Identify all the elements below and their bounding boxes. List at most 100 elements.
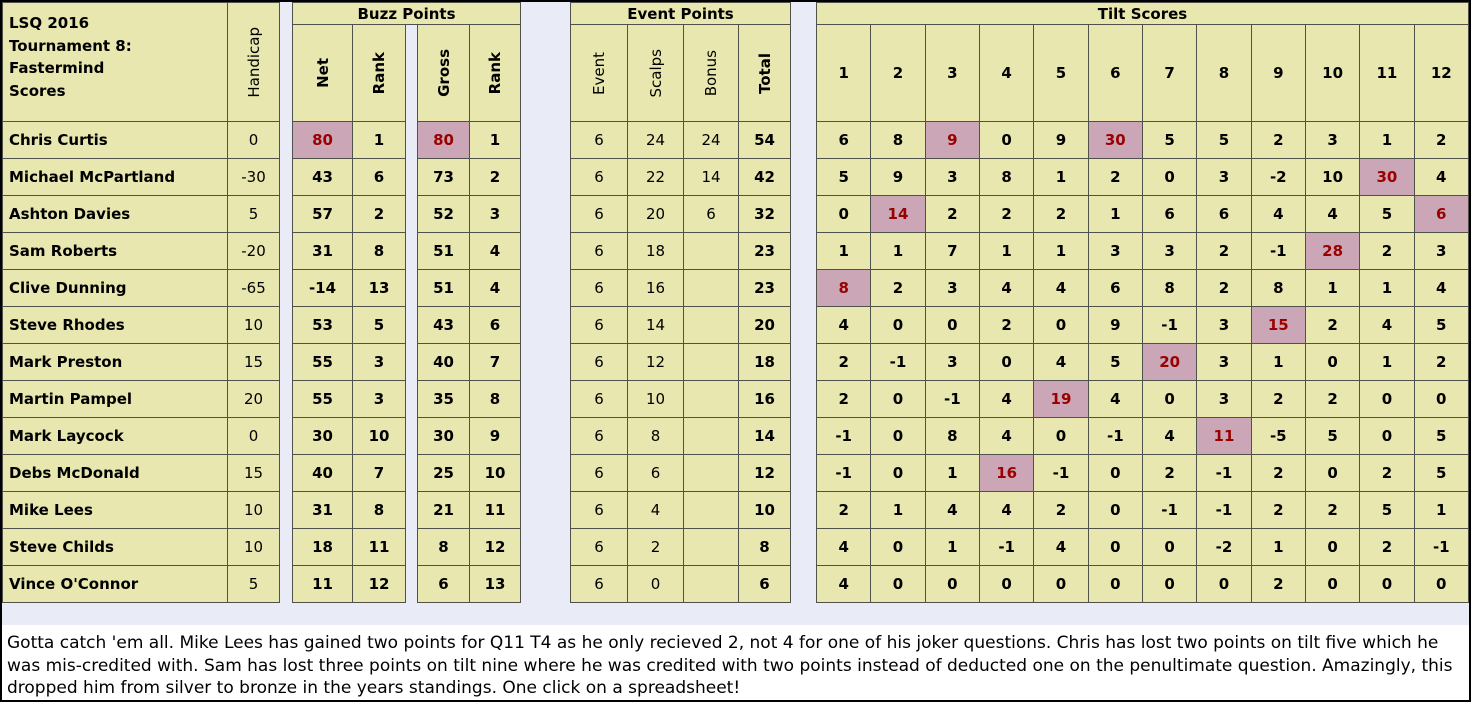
tilt-score: 2 bbox=[1251, 566, 1306, 603]
net-value: 43 bbox=[293, 159, 353, 196]
net-rank: 6 bbox=[353, 159, 406, 196]
tilt-score: 7 bbox=[925, 233, 980, 270]
tilt-subsection: 1 2 3 4 5 6 7 8 9 10 11 12 6 8 9 0 9 30 5 5 2 3 1 2… bbox=[816, 25, 1469, 603]
tilt-score: 2 bbox=[817, 344, 872, 381]
tilt-score: 3 bbox=[925, 159, 980, 196]
bonus-value bbox=[684, 492, 739, 529]
tilt-score: -1 bbox=[925, 381, 980, 418]
tilt-score: -1 bbox=[1197, 492, 1252, 529]
gross-value: 52 bbox=[418, 196, 470, 233]
event-subblock: Event Scalps Bonus Total 6 24 24 54 6 22 14 42 6… bbox=[570, 25, 791, 603]
buzz-net-rows: 80 1 43 6 57 2 31 8 -14 13 53 5 55 3 55 3 30 10 40 7 31 8 18 11… bbox=[293, 122, 406, 603]
tilt-rows: 6 8 9 0 9 30 5 5 2 3 1 2 5 9 3 8 1 2 0 3 -2 10 30 4 0 14 2 2 2 1 6 6 4 4 5… bbox=[817, 122, 1469, 603]
event-value: 6 bbox=[571, 344, 628, 381]
table-row: -1 0 8 4 0 -1 4 11 -5 5 0 5 bbox=[817, 418, 1469, 455]
player-name: Sam Roberts bbox=[3, 233, 228, 270]
net-value: 80 bbox=[293, 122, 353, 159]
gross-value: 6 bbox=[418, 566, 470, 603]
buzz-gross-subblock: Gross Rank 80 1 73 2 52 3 51 4 51 4 43 6 40 7 35 8 30 9 25… bbox=[417, 25, 521, 603]
gross-rank: 4 bbox=[470, 270, 521, 307]
column-gap bbox=[280, 2, 292, 603]
player-name: Steve Childs bbox=[3, 529, 228, 566]
table-row: 51 4 bbox=[418, 270, 521, 307]
tilt-score: 5 bbox=[1197, 122, 1252, 159]
table-row: 6 18 23 bbox=[571, 233, 791, 270]
tilt-score: -2 bbox=[1197, 529, 1252, 566]
col-header-bonus: Bonus bbox=[702, 49, 720, 97]
table-row: 6 8 9 0 9 30 5 5 2 3 1 2 bbox=[817, 122, 1469, 159]
tilt-score: 0 bbox=[979, 122, 1035, 159]
table-row: 6 24 24 54 bbox=[571, 122, 791, 159]
tilt-score: 0 bbox=[1360, 418, 1415, 455]
player-name: Ashton Davies bbox=[3, 196, 228, 233]
tilt-score: 6 bbox=[817, 122, 872, 159]
net-rank: 8 bbox=[353, 233, 406, 270]
tilt-score: 15 bbox=[1251, 307, 1306, 344]
player-name: Michael McPartland bbox=[3, 159, 228, 196]
tilt-score: -2 bbox=[1251, 159, 1306, 196]
tilt-score: 3 bbox=[1197, 159, 1252, 196]
tilt-score: 2 bbox=[871, 270, 926, 307]
tilt-score: 4 bbox=[979, 381, 1035, 418]
tilt-score: 9 bbox=[1034, 122, 1089, 159]
gross-value: 73 bbox=[418, 159, 470, 196]
tilt-score: 2 bbox=[1414, 122, 1469, 159]
net-value: 57 bbox=[293, 196, 353, 233]
bonus-value bbox=[684, 529, 739, 566]
tilt-score: -1 bbox=[817, 418, 872, 455]
net-value: 31 bbox=[293, 233, 353, 270]
tilt-score: 0 bbox=[1305, 455, 1361, 492]
tilt-col-header-8: 8 bbox=[1197, 25, 1252, 122]
tilt-score: 0 bbox=[1088, 529, 1143, 566]
names-handicap-block: LSQ 2016 Tournament 8: Fastermind Scores… bbox=[2, 2, 280, 603]
net-rank: 3 bbox=[353, 344, 406, 381]
event-value: 6 bbox=[571, 529, 628, 566]
tilt-score: 4 bbox=[979, 492, 1035, 529]
buzz-net-subblock: Net Rank 80 1 43 6 57 2 31 8 -14 13 53 5 55 3 55 3 30 10 4… bbox=[292, 25, 406, 603]
tilt-score: 0 bbox=[1142, 159, 1198, 196]
tilt-score: 0 bbox=[1088, 566, 1143, 603]
tilt-score: 0 bbox=[817, 196, 872, 233]
gross-rank: 6 bbox=[470, 307, 521, 344]
tilt-score: 1 bbox=[1034, 233, 1089, 270]
table-footer-gap bbox=[2, 603, 1469, 626]
table-row: 55 3 bbox=[293, 344, 406, 381]
tilt-score: 2 bbox=[1034, 492, 1089, 529]
table-row: Debs McDonald 15 bbox=[3, 455, 280, 492]
sheet-title: LSQ 2016 Tournament 8: Fastermind Scores bbox=[3, 3, 228, 122]
gross-rank: 11 bbox=[470, 492, 521, 529]
table-row: Chris Curtis 0 bbox=[3, 122, 280, 159]
tilt-score: -1 bbox=[1414, 529, 1469, 566]
tilt-score: 3 bbox=[1414, 233, 1469, 270]
bonus-value bbox=[684, 270, 739, 307]
scores-table: LSQ 2016 Tournament 8: Fastermind Scores… bbox=[2, 2, 1469, 603]
scalps-value: 6 bbox=[628, 455, 684, 492]
tilt-score: 0 bbox=[871, 566, 926, 603]
tilt-score: 4 bbox=[817, 566, 872, 603]
player-name: Mark Laycock bbox=[3, 418, 228, 455]
tilt-score: 2 bbox=[1034, 196, 1089, 233]
bonus-value bbox=[684, 233, 739, 270]
tilt-score: 0 bbox=[1142, 529, 1198, 566]
tilt-col-header-6: 6 bbox=[1088, 25, 1143, 122]
scalps-value: 18 bbox=[628, 233, 684, 270]
tilt-score: 30 bbox=[1088, 122, 1143, 159]
table-row: Vince O'Connor 5 bbox=[3, 566, 280, 603]
tilt-score: 4 bbox=[817, 307, 872, 344]
column-gap bbox=[521, 2, 570, 603]
total-value: 12 bbox=[739, 455, 791, 492]
bonus-value bbox=[684, 307, 739, 344]
tilt-score: 5 bbox=[1360, 196, 1415, 233]
tilt-score: -1 bbox=[817, 455, 872, 492]
table-row: 51 4 bbox=[418, 233, 521, 270]
table-row: 4 0 1 -1 4 0 0 -2 1 0 2 -1 bbox=[817, 529, 1469, 566]
net-value: -14 bbox=[293, 270, 353, 307]
handicap-value: 5 bbox=[228, 196, 280, 233]
event-value: 6 bbox=[571, 381, 628, 418]
tilt-col-header-7: 7 bbox=[1142, 25, 1198, 122]
bonus-value bbox=[684, 566, 739, 603]
col-header-net-rank-cell: Rank bbox=[353, 25, 406, 122]
